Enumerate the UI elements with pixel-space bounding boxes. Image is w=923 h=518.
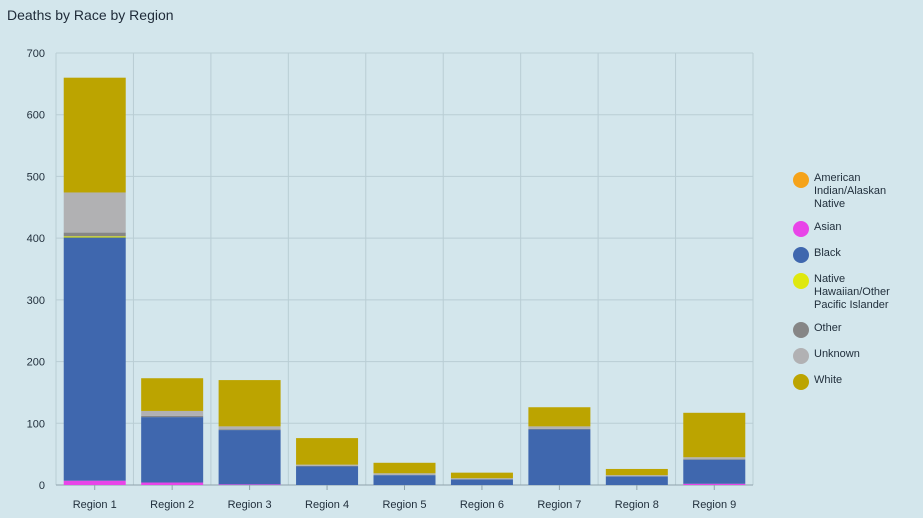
bar-segment xyxy=(683,412,746,458)
legend-label: Black xyxy=(814,247,841,259)
bar-segment xyxy=(605,468,668,476)
bar-segment xyxy=(683,483,746,485)
bar-segment xyxy=(141,482,204,485)
x-tick-label: Region 1 xyxy=(73,499,117,511)
bar-segment xyxy=(141,410,204,416)
y-tick-label: 400 xyxy=(27,233,45,245)
x-tick-label: Region 8 xyxy=(615,499,659,511)
bar-segment xyxy=(63,480,126,485)
bar-segment xyxy=(63,236,126,238)
legend-swatch xyxy=(793,247,809,263)
bar-segment xyxy=(683,459,746,484)
bar-segment xyxy=(218,380,281,427)
bar-segment xyxy=(141,417,204,483)
x-tick-label: Region 3 xyxy=(228,499,272,511)
legend-label: Native Hawaiian/Other Pacific Islander xyxy=(814,273,890,311)
y-tick-label: 700 xyxy=(27,48,45,60)
legend-label: Asian xyxy=(814,221,842,233)
bar-segment xyxy=(218,484,281,485)
x-tick-label: Region 6 xyxy=(460,499,504,511)
x-tick-label: Region 7 xyxy=(537,499,581,511)
legend-swatch xyxy=(793,273,809,289)
bar-segment xyxy=(218,429,281,431)
y-tick-label: 300 xyxy=(27,295,45,307)
y-tick-label: 200 xyxy=(27,357,45,369)
chart-title: Deaths by Race by Region xyxy=(7,7,174,23)
legend-swatch xyxy=(793,348,809,364)
legend-item[interactable]: Native Hawaiian/Other Pacific Islander xyxy=(793,273,918,312)
bar-segment xyxy=(63,232,126,237)
bar-segment xyxy=(450,478,513,480)
y-tick-label: 100 xyxy=(27,418,45,430)
legend-item[interactable]: Other xyxy=(793,322,918,338)
legend-item[interactable]: Unknown xyxy=(793,348,918,364)
bar-segment xyxy=(450,479,513,485)
bar-segment xyxy=(683,457,746,460)
bar-segment xyxy=(63,192,126,233)
chart-legend: American Indian/Alaskan Native Asian Black… xyxy=(793,172,918,400)
legend-label: Other xyxy=(814,322,842,334)
x-tick-label: Region 9 xyxy=(692,499,736,511)
legend-swatch xyxy=(793,172,809,188)
bar-segment xyxy=(683,459,746,460)
y-tick-label: 600 xyxy=(27,110,45,122)
bar-segment xyxy=(218,430,281,485)
bar-segment xyxy=(218,426,281,430)
bar-segment xyxy=(373,462,436,474)
bar-segment xyxy=(296,465,359,467)
bar-segment xyxy=(450,472,513,479)
x-tick-label: Region 5 xyxy=(382,499,426,511)
bar-segment xyxy=(528,429,591,485)
x-tick-label: Region 2 xyxy=(150,499,194,511)
legend-swatch xyxy=(793,374,809,390)
bar-segment xyxy=(63,77,126,193)
bar-segment xyxy=(605,476,668,485)
bar-segment xyxy=(373,475,436,485)
bar-segment xyxy=(63,237,126,481)
legend-item[interactable]: White xyxy=(793,374,918,390)
legend-item[interactable]: American Indian/Alaskan Native xyxy=(793,172,918,211)
bar-segment xyxy=(296,466,359,485)
bar-segment xyxy=(528,428,591,430)
legend-swatch xyxy=(793,221,809,237)
bar-segment xyxy=(528,407,591,427)
bar-segment xyxy=(373,473,436,476)
y-tick-label: 500 xyxy=(27,171,45,183)
y-tick-label: 0 xyxy=(39,480,45,492)
bar-segment xyxy=(296,464,359,466)
bar-segment xyxy=(141,378,204,411)
legend-swatch xyxy=(793,322,809,338)
bar-segment xyxy=(605,475,668,477)
x-tick-label: Region 4 xyxy=(305,499,349,511)
bar-segment xyxy=(141,415,204,418)
legend-item[interactable]: Asian xyxy=(793,221,918,237)
legend-label: American Indian/Alaskan Native xyxy=(814,172,887,210)
legend-item[interactable]: Black xyxy=(793,247,918,263)
legend-label: White xyxy=(814,374,843,386)
bar-segment xyxy=(528,426,591,429)
legend-label: Unknown xyxy=(814,348,860,360)
bar-segment xyxy=(296,438,359,465)
